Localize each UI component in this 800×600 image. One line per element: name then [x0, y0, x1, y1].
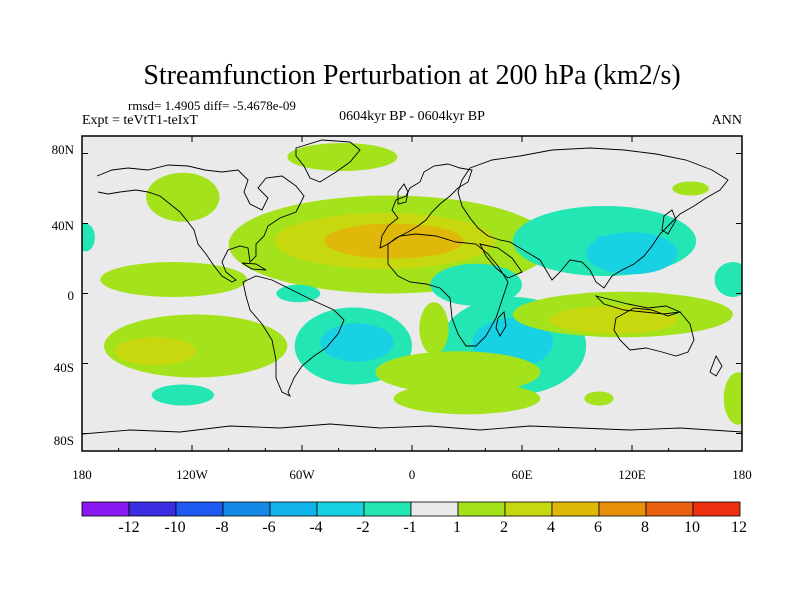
colorbar-label: -1 [403, 519, 416, 536]
contour-region [595, 235, 614, 247]
contour-region [723, 372, 742, 425]
colorbar-label: 2 [500, 519, 508, 536]
colorbar-label: -10 [164, 519, 185, 536]
expt-label: Expt = teVtT1-teIxT [82, 113, 198, 128]
contour-region [393, 382, 541, 415]
colorbar-label: -12 [118, 519, 139, 536]
cuba-coast [241, 262, 267, 271]
lon-tick-label: 60E [512, 467, 533, 482]
colorbar-swatch [504, 501, 553, 517]
australia-coast [613, 307, 695, 357]
lon-tick-label: 60W [289, 467, 315, 482]
colorbar-swatch [81, 501, 130, 517]
colorbar-label: 10 [684, 519, 700, 536]
lat-tick-label: 40N [52, 218, 75, 233]
lon-tick-label: 120E [618, 467, 646, 482]
lon-tick-label: 180 [72, 467, 92, 482]
lon-axis-labels: 180 120W 60W 0 60E 120E 180 [72, 467, 752, 482]
colorbar-label: -4 [309, 519, 322, 536]
colorbar-swatch [175, 501, 224, 517]
colorbar-label: 4 [547, 519, 555, 536]
period-label: 0604kyr BP - 0604kyr BP [339, 109, 485, 124]
colorbar [81, 501, 741, 517]
colorbar-label: 6 [594, 519, 602, 536]
colorbar-swatch [551, 501, 600, 517]
north-america-coast [96, 164, 305, 283]
lon-tick-label: 120W [176, 467, 209, 482]
lat-tick-label: 40S [54, 360, 74, 375]
tick-marks [81, 136, 743, 451]
coastline-layer [82, 139, 742, 435]
colorbar-swatch [128, 501, 177, 517]
contour-region [287, 143, 398, 171]
contour-region [584, 391, 614, 406]
lat-tick-label: 0 [68, 288, 75, 303]
colorbar-swatch [363, 501, 412, 517]
stats-line: rmsd= 1.4905 diff= -5.4678e-09 [128, 98, 296, 113]
colorbar-swatch [692, 501, 741, 517]
contour-fill-layer [82, 143, 742, 425]
south-america-coast [242, 275, 345, 398]
contour-region [549, 305, 678, 334]
colorbar-labels: -12 -10 -8 -6 -4 -2 -1 1 2 4 6 8 10 12 [118, 519, 747, 536]
contour-region [375, 351, 541, 394]
contour-region [714, 262, 742, 297]
colorbar-swatch [457, 501, 506, 517]
greenland-coast [295, 139, 361, 183]
colorbar-swatch [645, 501, 694, 517]
colorbar-swatch [222, 501, 271, 517]
arabia-coast [479, 243, 523, 279]
contour-region [100, 262, 247, 297]
lat-tick-label: 80S [54, 433, 74, 448]
season-label: ANN [712, 113, 742, 128]
colorbar-label: 8 [641, 519, 649, 536]
madagascar-coast [495, 311, 507, 337]
lon-tick-label: 180 [732, 467, 752, 482]
contour-region [320, 323, 394, 362]
new-zealand-coast [709, 354, 723, 377]
contour-region [419, 302, 449, 355]
contour-region [672, 181, 710, 196]
britain-coast [397, 183, 409, 205]
colorbar-label: 12 [731, 519, 747, 536]
africa-coast [387, 233, 509, 347]
lat-tick-label: 80N [52, 142, 75, 157]
colorbar-label: -2 [356, 519, 369, 536]
colorbar-swatch [598, 501, 647, 517]
contour-region [324, 223, 464, 259]
chart-title: Streamfunction Perturbation at 200 hPa (… [143, 60, 680, 91]
contour-region [82, 223, 95, 252]
europe-coast [379, 163, 473, 249]
contour-region [146, 172, 220, 222]
colorbar-label: 1 [453, 519, 461, 536]
lon-tick-label: 0 [409, 467, 416, 482]
lat-axis-labels: 80N 40N 0 40S 80S [52, 142, 75, 448]
colorbar-swatch [316, 501, 365, 517]
contour-region [115, 337, 196, 366]
colorbar-label: -8 [215, 519, 228, 536]
colorbar-swatch [410, 501, 459, 517]
contour-region [430, 263, 522, 306]
antarctica-coast [82, 423, 742, 435]
colorbar-label: -6 [262, 519, 275, 536]
asia-coast [457, 147, 729, 289]
colorbar-swatch [269, 501, 318, 517]
japan-coast [661, 209, 677, 235]
contour-region [151, 384, 214, 406]
